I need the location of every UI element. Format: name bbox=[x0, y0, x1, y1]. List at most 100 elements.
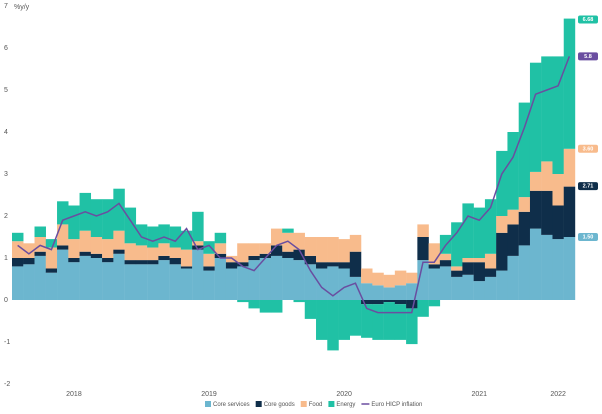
annotation-label: 1.50 bbox=[583, 234, 594, 240]
bar-segment bbox=[102, 199, 114, 240]
bar-segment bbox=[147, 264, 159, 300]
bar-segment bbox=[383, 274, 396, 288]
bar-segment bbox=[484, 268, 497, 277]
bar-segment bbox=[169, 247, 182, 258]
bar-segment bbox=[327, 262, 339, 267]
bar-segment bbox=[451, 270, 463, 277]
bar-segment bbox=[316, 262, 328, 269]
bar-segment bbox=[529, 171, 542, 191]
bar-segment bbox=[541, 56, 553, 162]
legend-swatch bbox=[300, 401, 307, 407]
bar-segment bbox=[496, 216, 508, 233]
y-tick-label: -2 bbox=[4, 381, 10, 388]
bar-segment bbox=[473, 258, 486, 263]
bar-segment bbox=[192, 249, 204, 300]
bar-segment bbox=[90, 199, 103, 237]
legend: Core services Core goods Food Energy Euro HI… bbox=[205, 401, 422, 408]
bar-segment bbox=[113, 230, 125, 250]
bar-segment bbox=[563, 148, 576, 187]
bar-segment bbox=[541, 190, 553, 235]
x-tick-label: 2022 bbox=[550, 391, 566, 398]
bar-segment bbox=[394, 300, 407, 305]
bar-segment bbox=[180, 268, 193, 300]
bar-segment bbox=[563, 237, 576, 300]
bar-segment bbox=[293, 232, 305, 250]
bar-segment bbox=[451, 276, 463, 300]
bar-segment bbox=[406, 300, 418, 309]
bar-segment bbox=[507, 209, 519, 225]
bar-segment bbox=[113, 188, 125, 231]
bar-segment bbox=[158, 255, 170, 261]
bar-segment bbox=[462, 258, 474, 263]
legend-label: Core goods bbox=[264, 402, 295, 408]
bar-segment bbox=[552, 56, 564, 174]
bar-segment bbox=[90, 258, 103, 300]
bar-segment bbox=[45, 272, 58, 300]
bar-segment bbox=[338, 300, 350, 340]
bar-segment bbox=[113, 249, 125, 254]
annotation-box bbox=[578, 15, 598, 24]
bar-segment bbox=[563, 186, 576, 237]
bar-segment bbox=[23, 258, 35, 265]
bar-segment bbox=[180, 249, 193, 267]
bar-segment bbox=[192, 241, 204, 246]
bar-segment bbox=[248, 260, 260, 300]
bar-segment bbox=[135, 260, 148, 265]
bar-segment bbox=[439, 260, 452, 267]
bar-segment bbox=[34, 237, 46, 252]
bar-segment bbox=[158, 260, 170, 300]
annotation-box bbox=[578, 52, 598, 61]
bar-segment bbox=[12, 241, 24, 258]
y-tick-label: 7 bbox=[4, 3, 8, 10]
bar-segment bbox=[507, 255, 519, 300]
annotation-box bbox=[578, 233, 598, 241]
bar-segment bbox=[180, 230, 193, 250]
bar-segment bbox=[102, 258, 114, 263]
bar-segment bbox=[135, 264, 148, 300]
bar-segment bbox=[34, 226, 46, 237]
bar-segment bbox=[57, 245, 69, 250]
bar-segment bbox=[12, 232, 24, 242]
bar-segment bbox=[439, 253, 452, 261]
bar-segment bbox=[214, 243, 227, 254]
y-tick-label: 5 bbox=[4, 87, 8, 94]
bar-segment bbox=[158, 224, 170, 244]
bar-segment bbox=[473, 262, 486, 282]
bar-segment bbox=[45, 247, 58, 269]
y-tick-label: 2 bbox=[4, 213, 8, 220]
bar-segment bbox=[338, 239, 350, 263]
bar-segment bbox=[496, 232, 508, 271]
bar-segment bbox=[169, 258, 182, 265]
bar-segment bbox=[259, 258, 272, 300]
bar-segment bbox=[372, 304, 384, 340]
bar-segment bbox=[225, 268, 238, 300]
x-tick-label: 2019 bbox=[201, 391, 217, 398]
bar-segment bbox=[68, 239, 80, 258]
bar-segment bbox=[563, 18, 576, 149]
y-axis-label: %y/y bbox=[14, 4, 30, 11]
bar-segment bbox=[473, 207, 486, 258]
bar-segment bbox=[394, 285, 407, 300]
bar-segment bbox=[147, 247, 159, 261]
bar-segment bbox=[316, 237, 328, 263]
bar-segment bbox=[484, 276, 497, 300]
bar-segment bbox=[327, 300, 339, 351]
bar-segment bbox=[282, 228, 294, 233]
bar-segment bbox=[259, 300, 272, 313]
bar-segment bbox=[214, 258, 227, 300]
bar-segment bbox=[248, 300, 260, 309]
bar-segment bbox=[293, 300, 305, 303]
bar-segment bbox=[203, 270, 215, 300]
bar-segment bbox=[372, 272, 384, 286]
bar-segment bbox=[147, 226, 159, 248]
bar-segment bbox=[282, 232, 294, 252]
bar-segment bbox=[68, 262, 80, 300]
bar-segment bbox=[113, 253, 125, 300]
bar-segment bbox=[349, 276, 362, 300]
bar-segment bbox=[383, 302, 396, 340]
bar-segment bbox=[12, 266, 24, 300]
bar-segment bbox=[79, 230, 92, 252]
bar-segment bbox=[518, 245, 531, 300]
x-tick-label: 2021 bbox=[472, 391, 488, 398]
line-series bbox=[17, 56, 571, 314]
